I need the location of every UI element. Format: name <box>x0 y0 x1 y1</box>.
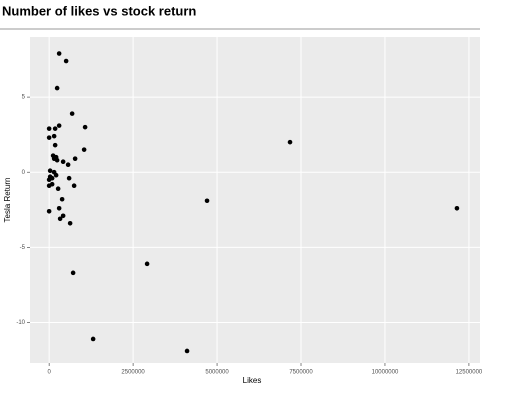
point <box>81 147 87 152</box>
x-tick-label: 10000000 <box>372 370 399 376</box>
point <box>55 186 61 192</box>
point <box>54 85 60 91</box>
point <box>454 205 460 211</box>
point <box>82 124 88 130</box>
x-tick-label: 0 <box>47 370 51 376</box>
point <box>70 270 76 276</box>
point <box>46 135 52 140</box>
y-tick-label: 0 <box>22 170 26 176</box>
point <box>56 123 62 128</box>
point <box>47 168 53 174</box>
point <box>60 213 66 219</box>
point <box>46 183 52 189</box>
y-axis-title: Tesla Return <box>3 178 12 223</box>
point <box>59 196 65 202</box>
x-tick-label: 7500000 <box>289 370 313 376</box>
chart-title: Number of likes vs stock return <box>2 3 196 18</box>
point <box>67 220 73 226</box>
y-tick-label: 5 <box>22 95 26 101</box>
point <box>53 172 59 178</box>
point <box>71 183 77 189</box>
point <box>51 133 57 139</box>
point <box>46 177 52 183</box>
y-tick-label: -10 <box>16 320 25 326</box>
point <box>184 348 190 354</box>
point <box>144 261 150 267</box>
point <box>287 139 293 145</box>
point <box>54 157 60 163</box>
point <box>56 51 62 56</box>
x-tick-label: 12500000 <box>456 370 483 376</box>
x-tick-label: 2500000 <box>121 370 145 376</box>
point <box>57 216 63 222</box>
point <box>56 205 62 211</box>
point <box>46 126 52 131</box>
point <box>72 156 78 161</box>
y-tick-label: -5 <box>20 245 26 251</box>
point <box>52 142 58 148</box>
point <box>52 126 58 131</box>
point <box>66 175 72 181</box>
x-tick-label: 5000000 <box>205 370 229 376</box>
point <box>65 162 71 167</box>
point <box>63 58 69 64</box>
point <box>204 198 210 204</box>
x-axis-title: Likes <box>243 376 262 385</box>
point <box>90 336 96 342</box>
plot-panel <box>30 37 480 363</box>
point <box>60 159 66 164</box>
point <box>46 208 52 214</box>
point <box>69 111 75 116</box>
